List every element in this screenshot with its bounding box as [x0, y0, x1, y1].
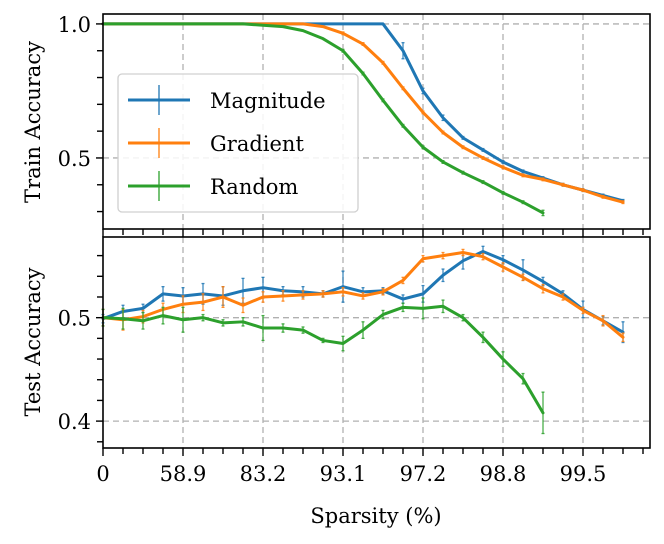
test-line-magnitude: [101, 249, 625, 334]
test-series-gradient: [101, 248, 625, 343]
train-axes-frame: [102, 13, 651, 230]
x-tick-label: 99.5: [560, 462, 607, 486]
x-tick-label: 0: [96, 462, 109, 486]
test-axes-frame: [102, 236, 651, 449]
train-line-random: [101, 22, 545, 215]
x-tick-label: 97.2: [400, 462, 447, 486]
legend-entry-gradient: Gradient: [128, 128, 304, 158]
test-y-tick-label: 0.4: [58, 410, 91, 434]
train-y-tick-label: 1.0: [58, 13, 91, 37]
train-accuracy-panel: 0.5 1.0: [58, 13, 651, 237]
sparsity-x-axis-label: Sparsity (%): [310, 504, 441, 528]
test-accuracy-panel: 0.4 0.5 0 58.9 83.2 93.1 97.2 98.8 99.5: [58, 236, 651, 486]
legend-label: Random: [210, 175, 298, 199]
legend-entry-magnitude: Magnitude: [128, 85, 326, 115]
legend-label: Magnitude: [210, 89, 326, 113]
x-tick-label: 98.8: [480, 462, 527, 486]
train-accuracy-y-axis-label: Train Accuracy: [21, 41, 45, 203]
test-y-tick-label: 0.5: [58, 307, 91, 331]
legend-entry-random: Random: [128, 171, 298, 201]
test-series-random: [101, 297, 545, 435]
test-accuracy-y-axis-label: Test Accuracy: [21, 267, 45, 416]
legend-box: [117, 73, 359, 213]
legend-label: Gradient: [210, 132, 304, 156]
test-line-gradient: [101, 251, 625, 339]
train-series-random: [101, 22, 545, 217]
x-tick-label: 58.9: [160, 462, 207, 486]
x-tick-label: 83.2: [240, 462, 287, 486]
legend: Magnitude Gradient Random: [117, 73, 359, 213]
test-line-random: [101, 304, 545, 415]
x-tick-label: 93.1: [320, 462, 367, 486]
train-y-tick-label: 0.5: [58, 147, 91, 171]
